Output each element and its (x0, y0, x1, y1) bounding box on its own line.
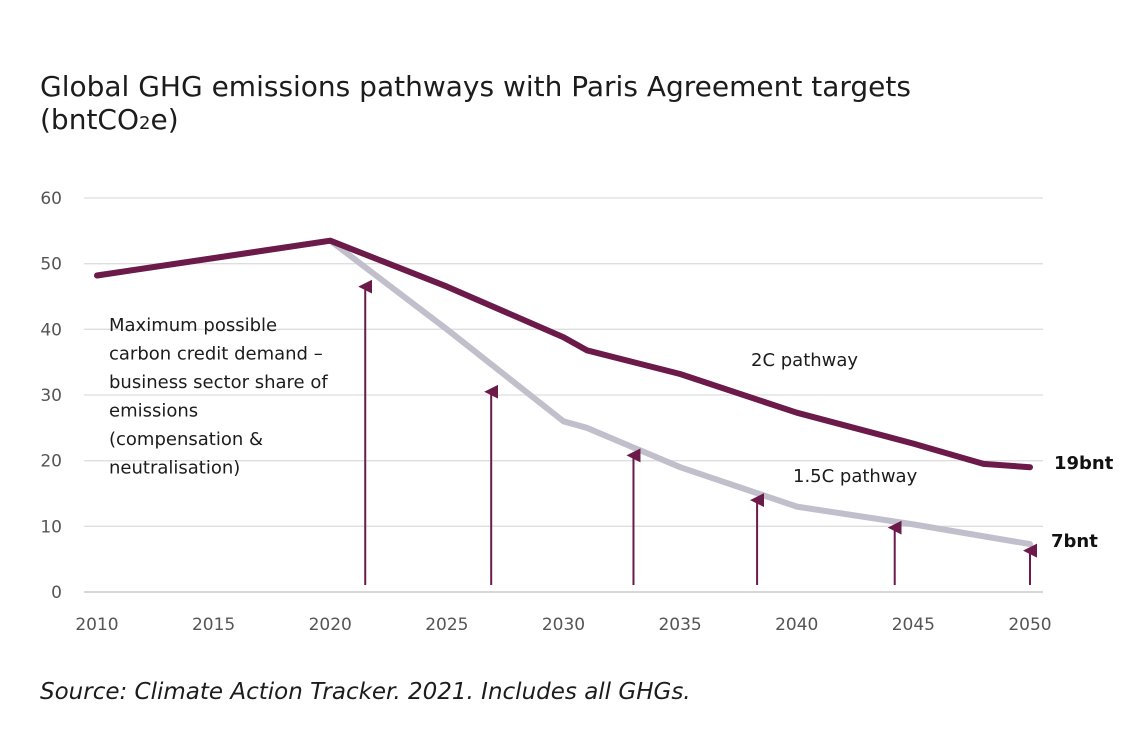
series-line-2c (94, 237, 1033, 471)
source-note: Source: Climate Action Tracker. 2021. In… (40, 679, 691, 705)
chart-title-line2: (bntCO2e) (40, 103, 1100, 140)
x-tick-label: 2040 (775, 615, 818, 635)
y-tick-label: 0 (51, 583, 62, 603)
y-axis-ticks: 0 10 20 30 40 50 60 (40, 189, 62, 603)
series-line-1-5c (94, 237, 1033, 548)
x-tick-label: 2025 (425, 615, 468, 635)
end-label-1-5c: 7bnt (1051, 531, 1098, 552)
y-tick-label: 10 (40, 517, 62, 537)
x-tick-label: 2015 (192, 615, 235, 635)
annotation-line: carbon credit demand – (109, 344, 323, 365)
end-label-2c: 19bnt (1054, 453, 1114, 474)
x-tick-label: 2010 (75, 615, 118, 635)
annotation-line: Maximum possible (109, 315, 277, 336)
chart-title-unit-sub: 2 (139, 113, 151, 134)
x-axis-ticks: 2010 2015 2020 2025 2030 2035 2040 2045 2050 (75, 615, 1051, 635)
y-tick-label: 20 (40, 452, 62, 472)
x-tick-label: 2020 (309, 615, 352, 635)
series-lines (94, 237, 1033, 548)
annotations: Maximum possible carbon credit demand – bu… (109, 315, 1114, 552)
annotation-line: emissions (109, 401, 198, 422)
annotation-line: neutralisation) (109, 458, 240, 479)
chart-title: Global GHG emissions pathways with Paris… (40, 70, 1100, 140)
annotation-line: (compensation & (109, 429, 263, 450)
chart-title-unit-post: e) (150, 103, 179, 136)
y-tick-label: 30 (40, 386, 62, 406)
y-tick-label: 60 (40, 189, 62, 209)
chart-title-line1: Global GHG emissions pathways with Paris… (40, 70, 911, 103)
credit-demand-arrows (358, 279, 1037, 585)
gridlines (84, 197, 1043, 593)
y-tick-label: 40 (40, 320, 62, 340)
annotation-2c-pathway: 2C pathway (751, 350, 858, 371)
annotation-line: business sector share of (109, 372, 328, 393)
x-tick-label: 2030 (542, 615, 585, 635)
x-tick-label: 2045 (892, 615, 935, 635)
y-tick-label: 50 (40, 255, 62, 275)
x-tick-label: 2035 (658, 615, 701, 635)
annotation-1-5c-pathway: 1.5C pathway (793, 466, 918, 487)
annotation-credit-demand: Maximum possible carbon credit demand – bu… (109, 315, 328, 479)
x-tick-label: 2050 (1008, 615, 1051, 635)
chart-title-unit-pre: (bntCO (40, 103, 140, 136)
